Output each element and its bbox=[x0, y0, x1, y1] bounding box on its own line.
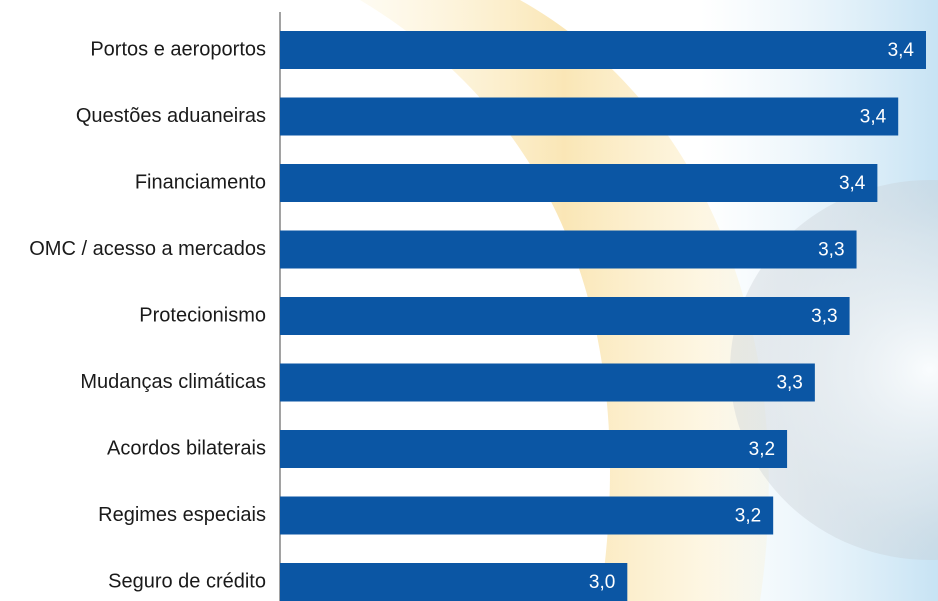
bar bbox=[280, 297, 850, 335]
bar bbox=[280, 430, 788, 468]
value-label: 3,4 bbox=[839, 173, 866, 194]
bar bbox=[280, 97, 899, 136]
category-label: Financiamento bbox=[135, 171, 266, 193]
value-label: 3,4 bbox=[860, 107, 887, 128]
category-label: Mudanças climáticas bbox=[80, 371, 266, 393]
value-label: 3,4 bbox=[888, 40, 915, 61]
category-label: Seguro de crédito bbox=[108, 570, 266, 592]
category-label: OMC / acesso a mercados bbox=[29, 238, 266, 260]
bar bbox=[280, 230, 857, 269]
bars-group: Portos e aeroportos 3,4 Questões aduaneira… bbox=[29, 31, 926, 601]
bar bbox=[280, 563, 628, 601]
bar bbox=[280, 164, 878, 202]
value-label: 3,2 bbox=[749, 439, 775, 460]
bar bbox=[280, 363, 815, 402]
value-label: 3,0 bbox=[589, 572, 615, 593]
bar bbox=[280, 31, 926, 69]
bar bbox=[280, 496, 774, 535]
category-label: Portos e aeroportos bbox=[90, 38, 266, 60]
value-label: 3,3 bbox=[776, 373, 802, 394]
category-label: Regimes especiais bbox=[98, 504, 266, 526]
category-label: Protecionismo bbox=[139, 304, 266, 326]
category-label: Acordos bilaterais bbox=[107, 437, 266, 459]
category-label: Questões aduaneiras bbox=[76, 105, 266, 127]
value-label: 3,2 bbox=[735, 506, 761, 527]
value-label: 3,3 bbox=[818, 240, 844, 261]
value-label: 3,3 bbox=[811, 306, 837, 327]
